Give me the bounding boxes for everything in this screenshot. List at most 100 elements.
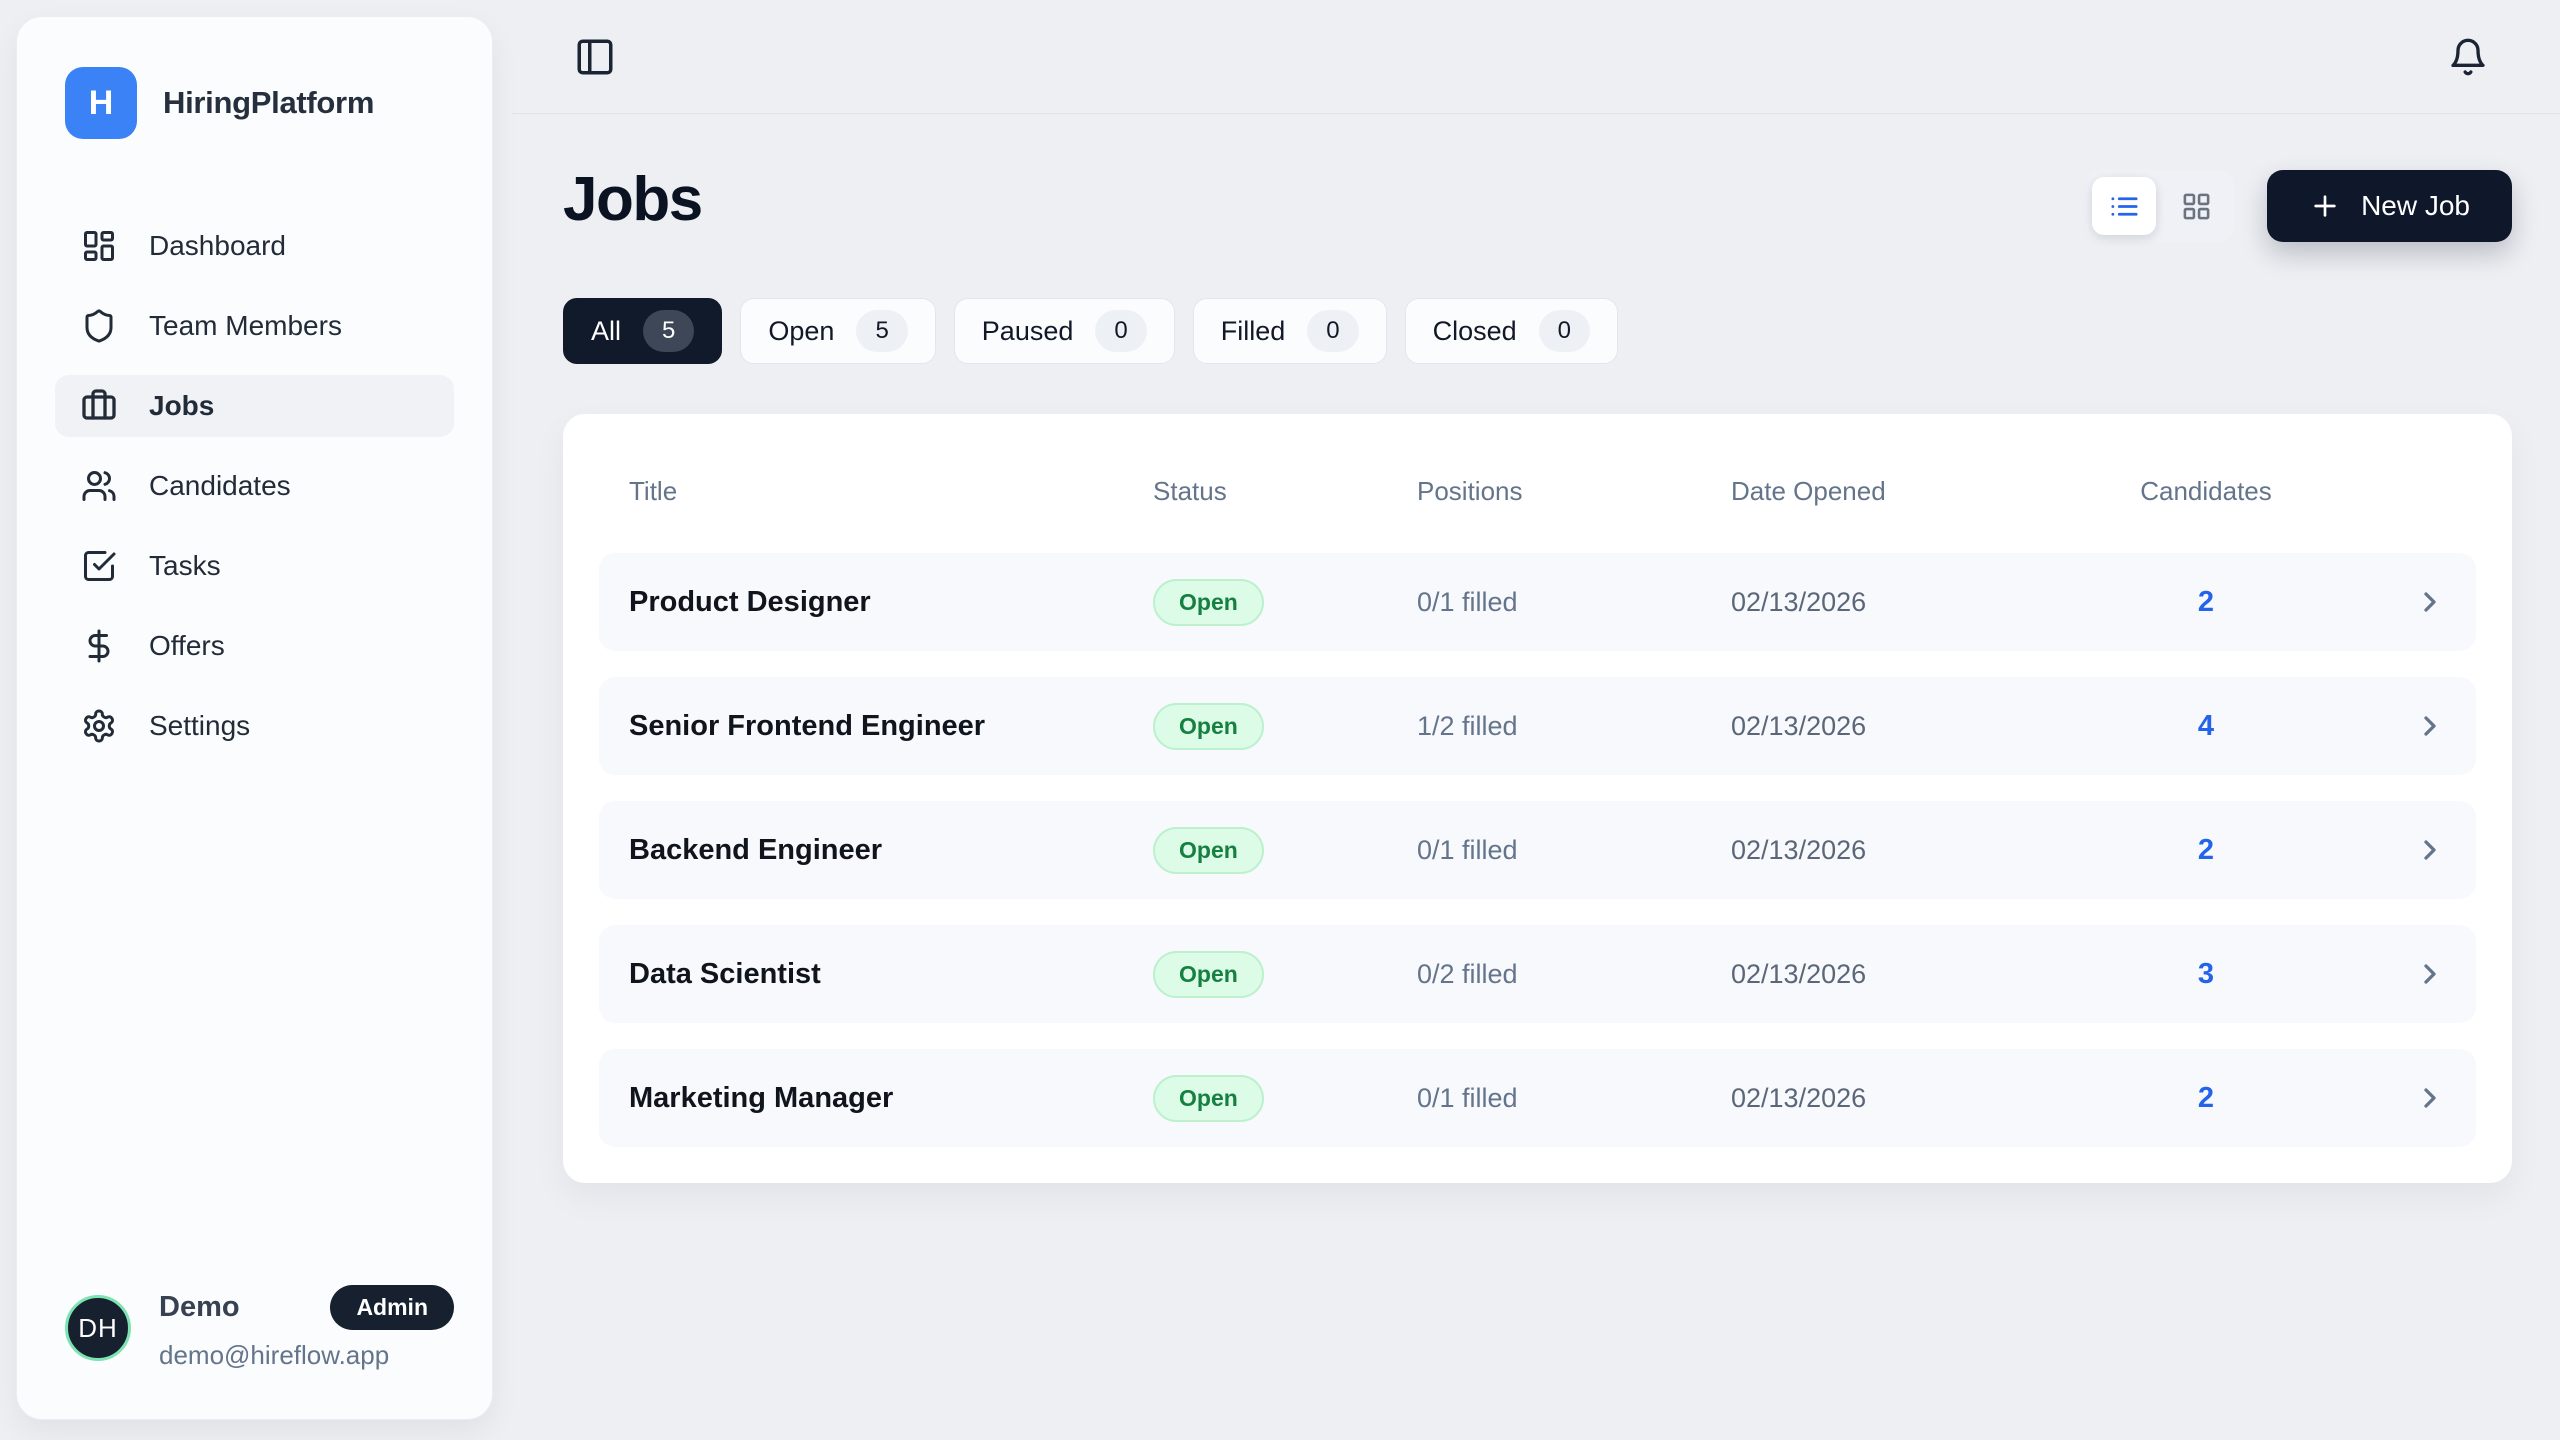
sidebar-item-label: Team Members [149,310,342,341]
new-job-button[interactable]: New Job [2267,170,2512,242]
plus-icon [2309,190,2341,222]
filter-count-badge: 0 [1095,310,1147,352]
panel-left-icon [574,36,616,78]
date-opened: 02/13/2026 [1731,834,1867,865]
column-status: Status [1153,476,1227,506]
shield-icon [81,308,117,344]
date-opened: 02/13/2026 [1731,710,1867,741]
filter-tab-paused[interactable]: Paused 0 [953,298,1175,364]
positions-filled: 0/1 filled [1417,834,1518,865]
sidebar-item-tasks[interactable]: Tasks [55,535,454,597]
sidebar-item-jobs[interactable]: Jobs [55,375,454,437]
gear-icon [81,708,117,744]
candidates-count-link[interactable]: 3 [2197,957,2215,990]
column-positions: Positions [1417,476,1523,506]
filter-tab-filled[interactable]: Filled 0 [1192,298,1387,364]
brand-name: HiringPlatform [163,85,375,120]
users-icon [81,468,117,504]
filter-label: Paused [981,315,1074,346]
topbar [512,0,2560,114]
filter-tab-open[interactable]: Open 5 [740,298,936,364]
positions-filled: 1/2 filled [1417,710,1518,741]
candidates-count-link[interactable]: 2 [2197,585,2215,618]
list-icon [2109,191,2140,222]
positions-filled: 0/2 filled [1417,958,1518,989]
date-opened: 02/13/2026 [1731,1082,1867,1113]
filter-tab-all[interactable]: All 5 [563,298,723,364]
sidebar-item-settings[interactable]: Settings [55,695,454,757]
dashboard-icon [81,228,117,264]
job-title: Data Scientist [629,957,821,990]
jobs-table-card: Title Status Positions Date Opened Candi… [563,414,2512,1183]
grid-icon [2181,191,2212,222]
filter-label: Filled [1220,315,1286,346]
sidebar-toggle-button[interactable] [574,36,616,78]
table-row[interactable]: Data Scientist Open 0/2 filled 02/13/2026 3 [599,925,2476,1023]
status-badge: Open [1153,950,1264,998]
filter-count-badge: 0 [1538,310,1591,352]
list-view-button[interactable] [2092,177,2157,235]
chevron-right-icon [2414,586,2446,618]
positions-filled: 0/1 filled [1417,586,1518,617]
date-opened: 02/13/2026 [1731,586,1867,617]
status-badge: Open [1153,578,1264,626]
job-title: Backend Engineer [629,833,883,866]
job-title: Marketing Manager [629,1081,894,1114]
header-actions: New Job [2085,170,2512,242]
sidebar-item-label: Dashboard [149,230,286,261]
user-email: demo@hireflow.app [159,1340,390,1370]
sidebar-item-dashboard[interactable]: Dashboard [55,215,454,277]
candidates-count-link[interactable]: 4 [2197,709,2215,742]
new-job-label: New Job [2361,190,2470,221]
page-header: Jobs [563,165,2512,242]
candidates-count-link[interactable]: 2 [2197,1081,2215,1114]
sidebar-item-offers[interactable]: Offers [55,615,454,677]
sidebar-item-label: Settings [149,710,251,741]
chevron-right-icon [2414,958,2446,990]
view-toggle [2085,170,2236,242]
sidebar-item-label: Candidates [149,470,291,501]
filter-count-badge: 5 [856,310,908,352]
status-filter-tabs: All 5 Open 5 Paused 0 Filled 0 Closed 0 [563,298,2512,364]
table-row[interactable]: Product Designer Open 0/1 filled 02/13/2026… [599,553,2476,651]
grid-view-button[interactable] [2164,177,2228,235]
candidates-count-link[interactable]: 2 [2197,833,2215,866]
page-title: Jobs [563,165,703,234]
table-row[interactable]: Senior Frontend Engineer Open 1/2 filled 02… [599,677,2476,775]
job-title: Product Designer [629,585,871,618]
main-area: Jobs [493,0,2560,1440]
notifications-button[interactable] [2448,37,2488,77]
filter-label: All [591,315,622,346]
bell-icon [2448,37,2488,77]
task-check-icon [81,548,117,584]
table-row[interactable]: Marketing Manager Open 0/1 filled 02/13/202… [599,1049,2476,1147]
briefcase-icon [81,388,117,424]
avatar: DH [65,1295,131,1361]
filter-label: Open [768,315,835,346]
column-title: Title [629,476,678,506]
sidebar-item-label: Offers [149,630,225,661]
user-info: Demo Admin demo@hireflow.app [159,1285,454,1371]
chevron-right-icon [2414,710,2446,742]
status-badge: Open [1153,702,1264,750]
status-badge: Open [1153,1074,1264,1122]
column-candidates: Candidates [2140,476,2272,506]
sidebar-item-candidates[interactable]: Candidates [55,455,454,517]
dollar-icon [81,628,117,664]
filter-tab-closed[interactable]: Closed 0 [1404,298,1619,364]
table-header: Title Status Positions Date Opened Candi… [599,450,2476,553]
sidebar-item-label: Jobs [149,390,215,421]
role-badge: Admin [330,1285,454,1330]
filter-count-badge: 0 [1307,310,1359,352]
status-badge: Open [1153,826,1264,874]
user-card[interactable]: DH Demo Admin demo@hireflow.app [17,1255,492,1419]
column-date-opened: Date Opened [1731,476,1886,506]
table-row[interactable]: Backend Engineer Open 0/1 filled 02/13/2026… [599,801,2476,899]
content: Jobs [493,114,2560,1183]
sidebar: H HiringPlatform Dashboard Team Members Jo… [16,16,493,1420]
filter-label: Closed [1432,315,1517,346]
sidebar-item-team-members[interactable]: Team Members [55,295,454,357]
job-title: Senior Frontend Engineer [629,709,986,742]
brand-logo-icon: H [65,67,137,139]
positions-filled: 0/1 filled [1417,1082,1518,1113]
